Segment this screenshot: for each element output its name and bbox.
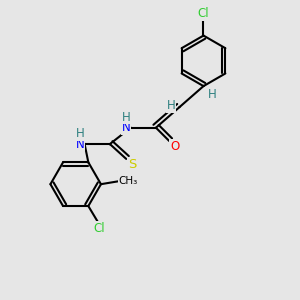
Text: Cl: Cl [198,8,209,20]
Text: Cl: Cl [93,222,104,235]
Text: O: O [170,140,179,153]
Text: N: N [76,138,85,151]
Text: N: N [122,121,130,134]
Text: H: H [122,111,130,124]
Text: CH₃: CH₃ [119,176,138,186]
Text: S: S [128,158,136,171]
Text: H: H [207,88,216,101]
Text: H: H [167,99,176,112]
Text: H: H [76,127,85,140]
